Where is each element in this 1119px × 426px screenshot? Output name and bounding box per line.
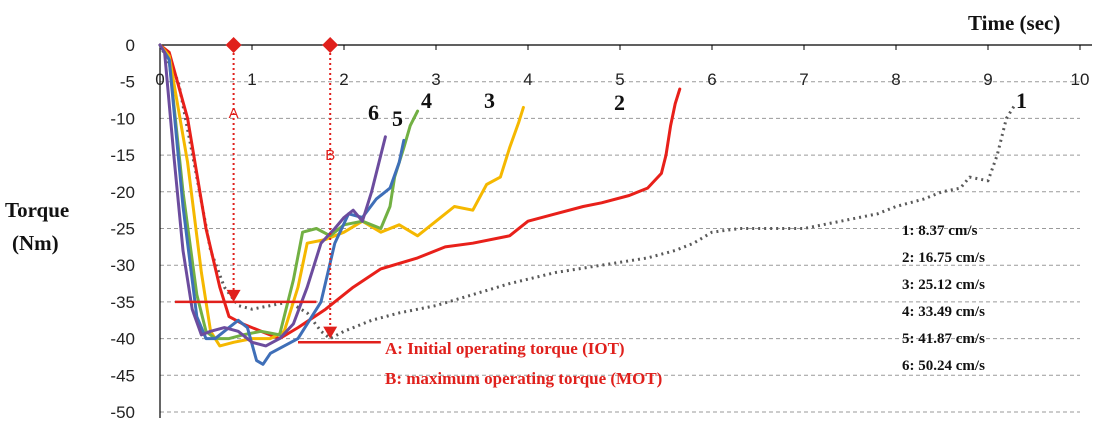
series-label-5: 5 (392, 106, 403, 131)
series-line-3 (158, 43, 525, 348)
annotation-text-B: B: maximum operating torque (MOT) (385, 369, 662, 388)
series-line-6 (158, 43, 387, 348)
series-label-2: 2 (614, 90, 625, 115)
annotation-text-A: A: Initial operating torque (IOT) (385, 339, 625, 358)
y-tick-label-25: -25 (110, 220, 135, 239)
legend-entry-5: 5: 41.87 cm/s (902, 331, 985, 347)
legend-entry-1: 1: 8.37 cm/s (902, 223, 978, 239)
axis-layer: 0-5-10-15-20-25-30-35-40-45-500 1 2 3 4 5 6 7 8 9… (110, 36, 1092, 422)
marker-arrowhead-B (323, 326, 338, 339)
grid-layer (160, 81, 1080, 413)
series-line-1 (158, 44, 1017, 341)
annotation-layer: AB (175, 37, 381, 344)
y-tick-label-45: -45 (110, 366, 135, 385)
y-tick-label-20: -20 (110, 183, 135, 202)
series-label-4: 4 (421, 88, 432, 113)
y-tick-label-30: -30 (110, 256, 135, 275)
series-label-3: 3 (484, 88, 495, 113)
x-tick-label-3: 3 (431, 70, 440, 89)
x-tick-label-0: 0 (155, 70, 164, 89)
legend-entry-6: 6: 50.24 cm/s (902, 358, 985, 374)
x-tick-label-9: 9 (983, 70, 992, 89)
x-tick-label-4: 4 (523, 70, 532, 89)
legend-entry-2: 2: 16.75 cm/s (902, 250, 985, 266)
y-tick-label-0: 0 (126, 36, 135, 55)
y-axis-title-line1: Torque (5, 198, 69, 222)
y-tick-label-10: -10 (110, 109, 135, 128)
series-layer (158, 43, 1017, 366)
y-tick-label-15: -15 (110, 146, 135, 165)
marker-arrowhead-A (226, 289, 241, 302)
y-tick-label-40: -40 (110, 330, 135, 349)
x-axis-title: Time (sec) (968, 11, 1060, 35)
y-axis-title-line2: (Nm) (12, 231, 59, 255)
marker-diamond-B (322, 37, 339, 53)
x-tick-label-1: 1 (247, 70, 256, 89)
marker-letter-B: B (325, 147, 335, 164)
marker-diamond-A (225, 37, 242, 53)
series-label-6: 6 (368, 100, 379, 125)
series-line-4 (158, 43, 420, 341)
marker-letter-A: A (229, 105, 239, 122)
x-tick-label-10: 10 (1071, 70, 1090, 89)
legend-entry-3: 3: 25.12 cm/s (902, 277, 985, 293)
y-tick-label-50: -50 (110, 403, 135, 421)
y-tick-label-5: -5 (120, 73, 135, 92)
x-tick-label-7: 7 (799, 70, 808, 89)
text-layer: Time (sec) Torque (Nm) 1: 8.37 cm/s 2: 1… (5, 11, 1060, 388)
series-label-1: 1 (1016, 88, 1027, 113)
x-tick-label-8: 8 (891, 70, 900, 89)
legend-entry-4: 4: 33.49 cm/s (902, 304, 985, 320)
y-tick-label-35: -35 (110, 293, 135, 312)
x-tick-label-2: 2 (339, 70, 348, 89)
x-tick-label-5: 5 (615, 70, 624, 89)
x-tick-label-6: 6 (707, 70, 716, 89)
